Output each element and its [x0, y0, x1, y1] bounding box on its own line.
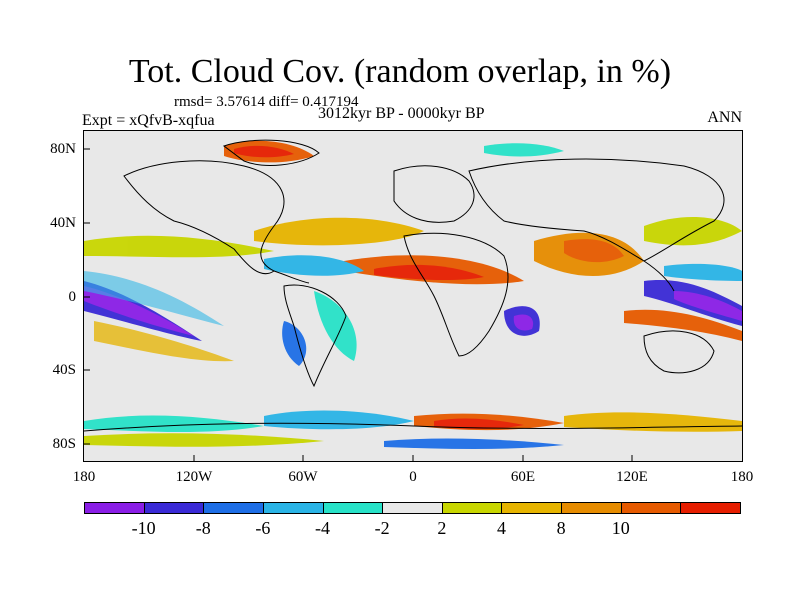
x-tick-180e: 180	[730, 469, 754, 485]
colorbar-label: -6	[255, 518, 271, 538]
x-tick-120e: 120E	[616, 469, 648, 485]
colorbar-cell	[561, 502, 622, 514]
colorbar-cell	[262, 502, 324, 514]
colorbar-label: -2	[374, 518, 390, 538]
stats-label: rmsd= 3.57614 diff= 0.417194	[174, 94, 359, 110]
colorbar-label: -4	[315, 518, 331, 538]
colorbar-label: 8	[556, 518, 566, 538]
y-tick-40s: 40S	[52, 362, 76, 378]
colorbar-cell	[382, 502, 443, 514]
x-tick-180w: 180	[72, 469, 96, 485]
map-panel	[83, 130, 743, 462]
x-tick-0: 0	[409, 469, 417, 485]
season-label: ANN	[707, 109, 742, 126]
colorbar-label: -8	[195, 518, 211, 538]
colorbar-cell	[84, 502, 145, 514]
x-tick-60w: 60W	[288, 469, 318, 485]
plot-title: Tot. Cloud Cov. (random overlap, in %)	[128, 53, 672, 90]
colorbar-cell	[143, 502, 205, 514]
colorbar-cell	[620, 502, 682, 514]
colorbar-cell	[501, 502, 563, 514]
colorbar	[84, 502, 741, 514]
x-tick-60e: 60E	[510, 469, 536, 485]
colorbar-cell	[203, 502, 264, 514]
colorbar-cell	[680, 502, 741, 514]
colorbar-label: -10	[131, 518, 156, 538]
y-tick-0: 0	[68, 289, 77, 305]
colorbar-label: 10	[611, 518, 630, 538]
period-label: 3012kyr BP - 0000kyr BP	[318, 105, 485, 122]
colorbar-cell	[322, 502, 384, 514]
x-tick-120w: 120W	[175, 469, 213, 485]
colorbar-cell	[441, 502, 503, 514]
colorbar-label: 2	[437, 518, 447, 538]
y-tick-80s: 80S	[52, 436, 76, 452]
colorbar-label: 4	[496, 518, 506, 538]
y-tick-80n: 80N	[50, 141, 76, 157]
cloud-cover-map	[84, 131, 742, 461]
experiment-label: Expt = xQfvB-xqfua	[82, 112, 215, 129]
y-tick-40n: 40N	[50, 215, 76, 231]
